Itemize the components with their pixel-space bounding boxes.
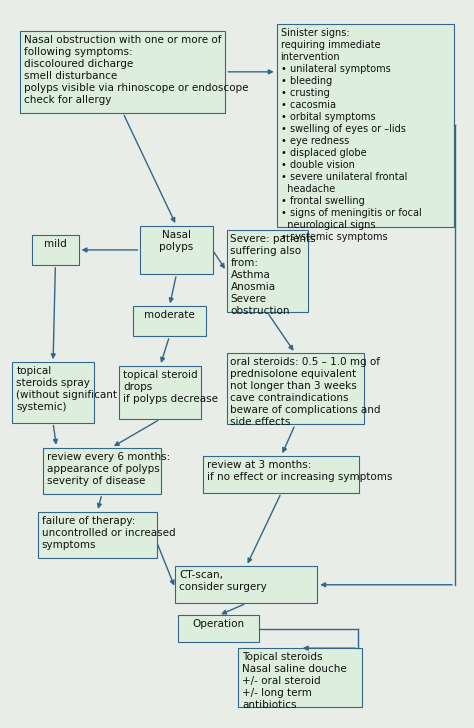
FancyBboxPatch shape xyxy=(20,31,225,113)
FancyBboxPatch shape xyxy=(140,226,212,274)
Text: Sinister signs:
requiring immediate
intervention
• unilateral symptoms
• bleedin: Sinister signs: requiring immediate inte… xyxy=(281,28,421,242)
FancyBboxPatch shape xyxy=(12,362,94,423)
Text: review at 3 months:
if no effect or increasing symptoms: review at 3 months: if no effect or incr… xyxy=(207,460,392,482)
FancyBboxPatch shape xyxy=(227,353,364,424)
Text: failure of therapy:
uncontrolled or increased
symptoms: failure of therapy: uncontrolled or incr… xyxy=(42,515,175,550)
Text: moderate: moderate xyxy=(144,310,195,320)
Text: topical steroid
drops
if polyps decrease: topical steroid drops if polyps decrease xyxy=(123,370,219,403)
Text: Severe: patients
suffering also
from:
Asthma
Anosmia
Severe
obstruction: Severe: patients suffering also from: As… xyxy=(230,234,316,316)
FancyBboxPatch shape xyxy=(38,512,157,558)
Text: topical
steroids spray
(without significant
systemic): topical steroids spray (without signific… xyxy=(16,366,117,412)
FancyBboxPatch shape xyxy=(133,306,206,336)
Text: CT-scan,
consider surgery: CT-scan, consider surgery xyxy=(179,570,267,592)
Text: oral steroids: 0.5 – 1.0 mg of
prednisolone equivalent
not longer than 3 weeks
c: oral steroids: 0.5 – 1.0 mg of prednisol… xyxy=(230,357,381,427)
Text: review every 6 months:
appearance of polyps
severity of disease: review every 6 months: appearance of pol… xyxy=(46,451,170,486)
FancyBboxPatch shape xyxy=(227,230,308,312)
Text: Nasal obstruction with one or more of
following symptoms:
discoloured dicharge
s: Nasal obstruction with one or more of fo… xyxy=(24,35,249,105)
FancyBboxPatch shape xyxy=(178,615,259,643)
Text: Topical steroids
Nasal saline douche
+/- oral steroid
+/- long term
antibiotics: Topical steroids Nasal saline douche +/-… xyxy=(242,652,347,710)
Text: Operation: Operation xyxy=(192,620,245,629)
Text: mild: mild xyxy=(44,239,67,249)
Text: Nasal
polyps: Nasal polyps xyxy=(159,229,193,252)
FancyBboxPatch shape xyxy=(175,566,317,604)
FancyBboxPatch shape xyxy=(32,235,79,265)
FancyBboxPatch shape xyxy=(203,456,359,493)
FancyBboxPatch shape xyxy=(238,648,362,707)
FancyBboxPatch shape xyxy=(119,365,201,419)
FancyBboxPatch shape xyxy=(43,448,161,494)
FancyBboxPatch shape xyxy=(277,24,454,227)
